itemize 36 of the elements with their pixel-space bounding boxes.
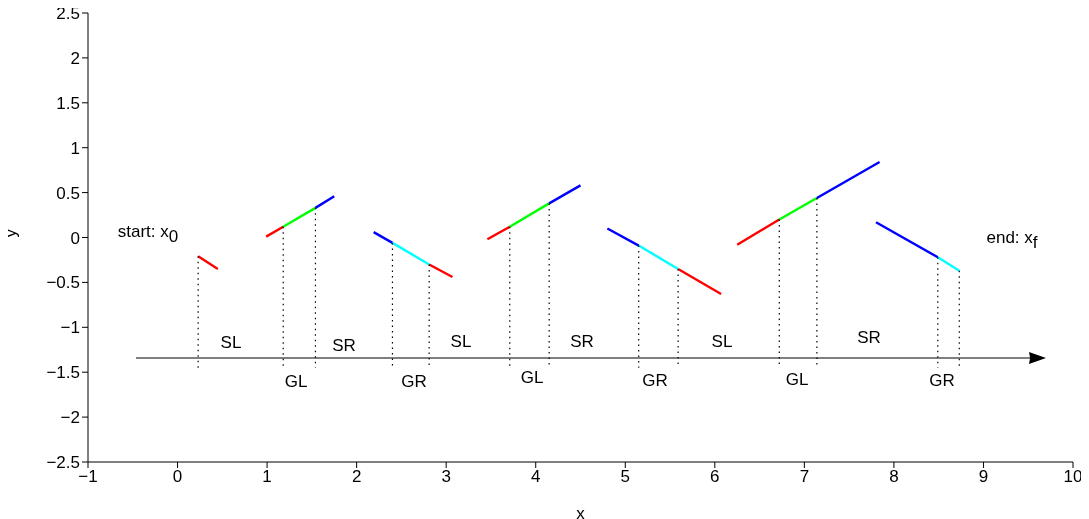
annotation: SL [711, 331, 733, 351]
y-tick-label: 2.5 [56, 4, 80, 24]
y-tick-label: −2.5 [46, 453, 80, 473]
y-tick-label: −2 [60, 408, 80, 428]
x-tick-label: 8 [889, 467, 899, 487]
annotation: SL [220, 332, 242, 352]
x-axis-title: x [576, 504, 586, 519]
x-tick-label: 6 [710, 467, 720, 487]
annotation: SL [450, 331, 472, 351]
annotation: GL [785, 369, 809, 389]
y-tick-label: −0.5 [46, 273, 80, 293]
y-tick-label: −1.5 [46, 363, 80, 383]
x-tick-label: 0 [172, 467, 183, 487]
x-tick-label: 5 [620, 467, 631, 487]
x-tick-label: 9 [978, 467, 989, 487]
annotation: GR [401, 371, 427, 391]
x-tick-label: 10 [1063, 467, 1083, 487]
annotation: GR [929, 370, 955, 390]
y-tick-label: −1 [60, 318, 80, 338]
x-tick-label: 1 [262, 467, 272, 487]
y-tick-label: 2 [70, 48, 80, 68]
x-tick-label: 4 [530, 467, 541, 487]
annotation: SR [332, 335, 356, 355]
y-tick-label: 0 [70, 228, 80, 248]
annotation: SR [570, 331, 594, 351]
annotation: SR [857, 327, 881, 347]
y-tick-label: 1.5 [56, 93, 80, 113]
annotation: GL [284, 371, 308, 391]
y-axis-title: y [1, 228, 21, 238]
x-tick-label: 3 [441, 467, 451, 487]
annotation: GL [520, 367, 544, 387]
y-tick-label: 1 [70, 138, 80, 158]
x-tick-label: 2 [351, 467, 362, 487]
x-tick-label: 7 [799, 467, 810, 487]
annotation: GR [642, 370, 668, 390]
y-tick-label: 0.5 [56, 183, 80, 203]
